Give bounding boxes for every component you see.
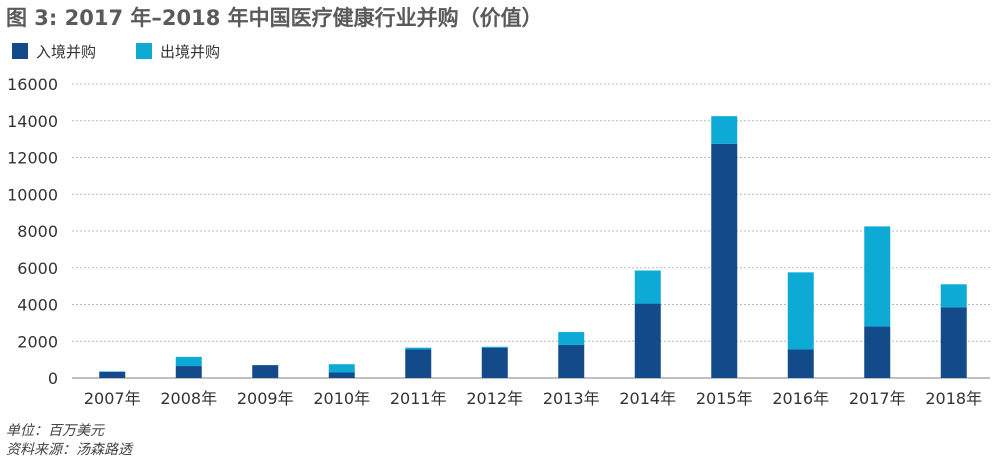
- y-tick-label: 10000: [7, 185, 58, 204]
- y-tick-label: 8000: [17, 222, 58, 241]
- x-tick-label: 2010年: [313, 389, 370, 408]
- x-tick-label: 2013年: [543, 389, 600, 408]
- x-tick-label: 2018年: [925, 389, 982, 408]
- y-tick-label: 14000: [7, 112, 58, 131]
- legend-item-outbound: 出境并购: [136, 41, 220, 62]
- y-tick-label: 16000: [7, 75, 58, 94]
- y-tick-label: 12000: [7, 149, 58, 168]
- bar-outbound-2015年: [711, 116, 738, 144]
- bar-inbound-2018年: [940, 307, 967, 378]
- bar-inbound-2012年: [481, 347, 508, 378]
- bar-outbound-2017年: [864, 226, 891, 327]
- bar-outbound-2007年: [99, 371, 126, 372]
- legend-item-inbound: 入境并购: [12, 41, 96, 62]
- unit-note: 单位：百万美元: [6, 423, 104, 439]
- y-tick-label: 2000: [17, 332, 58, 351]
- x-tick-label: 2017年: [849, 389, 906, 408]
- bar-inbound-2017年: [864, 326, 891, 378]
- bar-outbound-2014年: [634, 270, 661, 304]
- chart-title: 图 3: 2017 年–2018 年中国医疗健康行业并购（价值）: [6, 6, 543, 30]
- bar-inbound-2011年: [405, 349, 432, 378]
- bar-inbound-2008年: [175, 366, 202, 378]
- bar-inbound-2009年: [252, 365, 279, 378]
- bar-inbound-2015年: [711, 143, 738, 378]
- x-tick-label: 2015年: [696, 389, 753, 408]
- x-tick-label: 2009年: [237, 389, 294, 408]
- bar-inbound-2010年: [328, 372, 355, 378]
- bar-inbound-2016年: [787, 349, 814, 378]
- bar-outbound-2018年: [940, 284, 967, 308]
- x-tick-label: 2014年: [619, 389, 676, 408]
- bar-outbound-2011年: [405, 347, 432, 350]
- bar-outbound-2008年: [175, 356, 202, 367]
- x-tick-label: 2007年: [84, 389, 141, 408]
- bar-outbound-2016年: [787, 272, 814, 350]
- legend-label-inbound: 入境并购: [36, 42, 97, 61]
- y-tick-label: 0: [48, 369, 58, 388]
- legend: 入境并购 出境并购: [12, 40, 260, 62]
- bar-inbound-2007年: [99, 371, 126, 378]
- legend-swatch-inbound: [12, 43, 28, 59]
- bar-outbound-2010年: [328, 364, 355, 373]
- legend-label-outbound: 出境并购: [160, 42, 221, 61]
- bar-inbound-2014年: [634, 303, 661, 378]
- y-tick-label: 6000: [17, 259, 58, 278]
- legend-swatch-outbound: [136, 43, 153, 59]
- bar-inbound-2013年: [558, 344, 585, 378]
- x-tick-label: 2012年: [466, 389, 523, 408]
- bar-outbound-2013年: [558, 332, 585, 345]
- bar-outbound-2012年: [481, 346, 508, 348]
- x-tick-label: 2016年: [772, 389, 829, 408]
- x-tick-label: 2011年: [390, 389, 447, 408]
- x-tick-label: 2008年: [160, 389, 217, 408]
- source-note: 资料来源：汤森路透: [6, 442, 132, 458]
- y-tick-label: 4000: [17, 296, 58, 315]
